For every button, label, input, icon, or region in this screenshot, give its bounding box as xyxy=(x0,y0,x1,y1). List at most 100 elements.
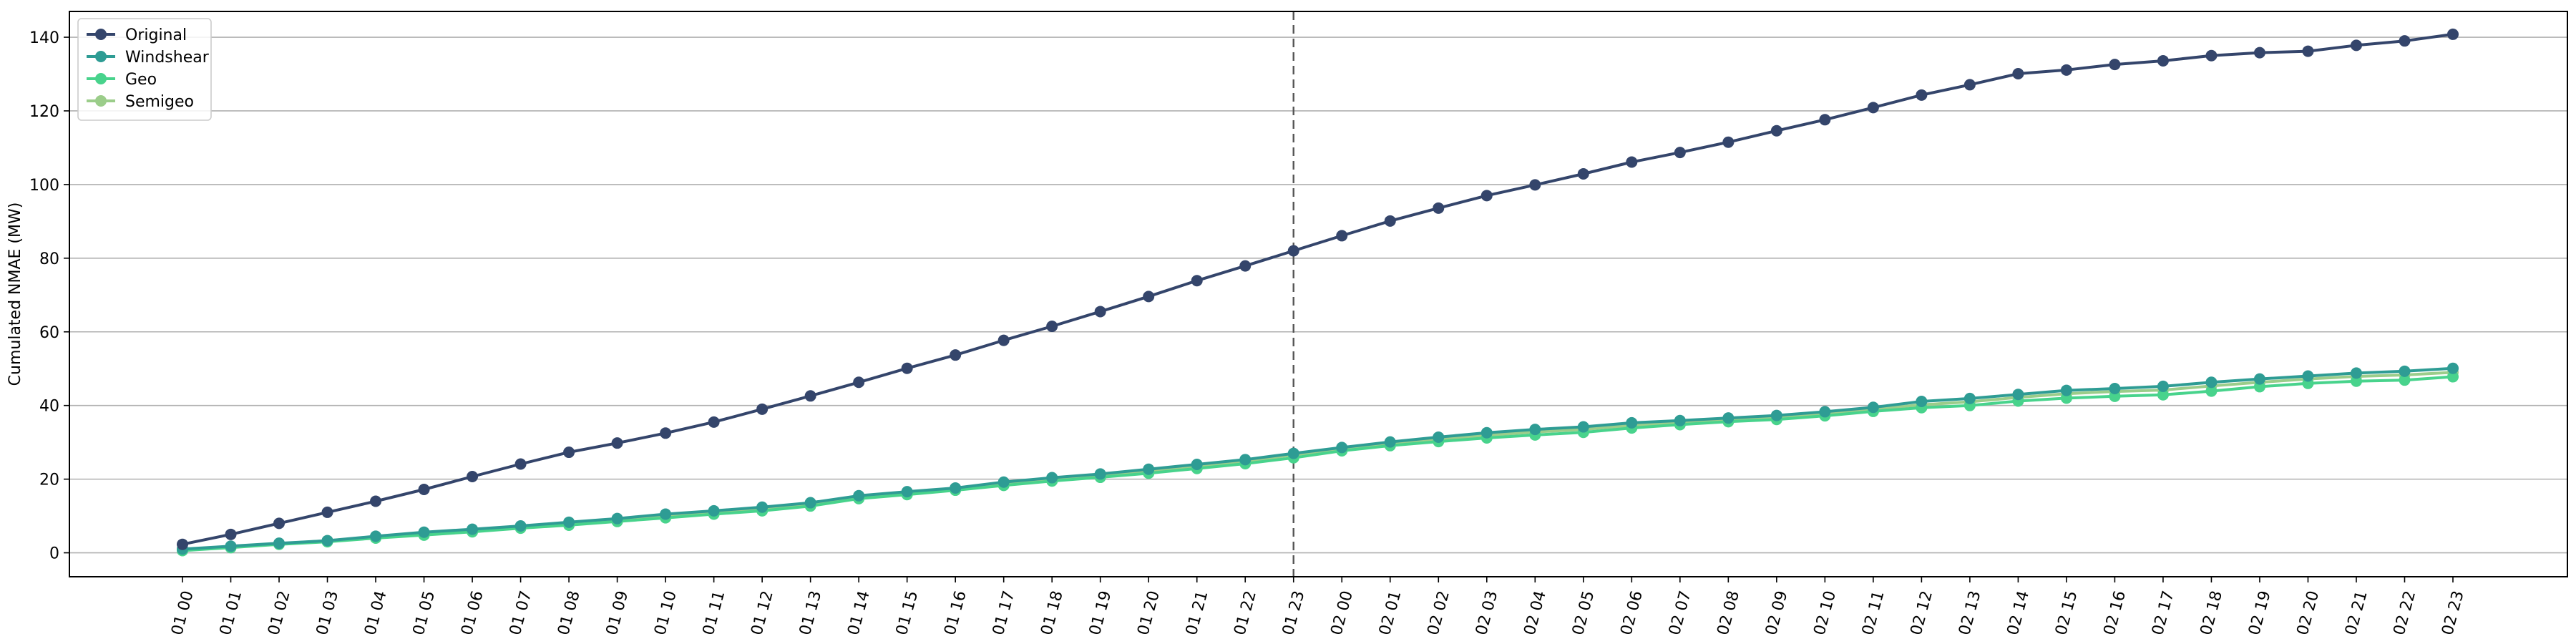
data-point xyxy=(514,458,527,470)
y-tick-label: 40 xyxy=(39,398,59,416)
data-point xyxy=(1287,447,1299,459)
data-point xyxy=(370,530,382,542)
data-point xyxy=(1433,202,1445,214)
y-tick-label: 100 xyxy=(29,177,59,195)
data-point xyxy=(563,447,575,459)
y-tick-label: 120 xyxy=(29,103,59,121)
data-point xyxy=(321,535,333,547)
data-point xyxy=(1577,421,1589,433)
data-point xyxy=(1722,136,1735,148)
data-point xyxy=(1867,102,1879,114)
data-point xyxy=(901,362,913,374)
data-point xyxy=(2253,47,2265,59)
data-point xyxy=(2109,383,2121,395)
data-point xyxy=(1529,179,1541,191)
data-point xyxy=(2205,49,2218,62)
legend-item: Windshear xyxy=(87,49,210,67)
legend-marker xyxy=(95,51,107,62)
legend-item: Original xyxy=(87,26,187,44)
legend-item: Semigeo xyxy=(87,93,194,111)
data-point xyxy=(1046,472,1058,484)
data-point xyxy=(2205,376,2218,389)
data-point xyxy=(708,504,720,517)
data-point xyxy=(1819,114,1831,126)
data-point xyxy=(2447,362,2459,374)
data-point xyxy=(1674,147,1686,159)
data-point xyxy=(1384,436,1396,448)
grid-lines xyxy=(69,36,2567,554)
data-point xyxy=(2302,370,2314,382)
data-point xyxy=(853,376,865,389)
data-point xyxy=(1191,459,1203,471)
data-point xyxy=(1963,79,1976,91)
y-tick-label: 0 xyxy=(49,545,59,563)
data-point xyxy=(756,501,769,513)
series-group xyxy=(177,28,2459,557)
data-point xyxy=(1867,401,1879,414)
data-point xyxy=(660,427,672,439)
data-point xyxy=(950,482,962,494)
data-point xyxy=(1770,409,1782,421)
data-point xyxy=(467,471,479,483)
series-line xyxy=(182,32,2454,546)
data-point xyxy=(804,390,816,402)
data-point xyxy=(1480,426,1493,439)
y-tick-label: 80 xyxy=(39,250,59,268)
data-point xyxy=(2205,385,2218,397)
data-point xyxy=(2060,384,2072,396)
data-point xyxy=(2399,374,2411,386)
series-original xyxy=(177,28,2459,550)
data-point xyxy=(2253,373,2265,385)
y-axis-title: Cumulated NMAE (MW) xyxy=(6,203,24,386)
data-point xyxy=(467,523,479,535)
data-point xyxy=(1336,441,1348,454)
data-point xyxy=(2012,389,2024,401)
data-point xyxy=(1963,392,1976,404)
data-point xyxy=(1094,468,1106,480)
data-point xyxy=(273,517,286,530)
data-point xyxy=(2157,389,2169,401)
legend-item: Geo xyxy=(87,71,157,89)
data-point xyxy=(225,528,237,540)
data-point xyxy=(321,506,333,518)
data-point xyxy=(1529,424,1541,436)
data-point xyxy=(1770,125,1782,137)
y-axis: 0 20 40 60 80 100 120 140 xyxy=(29,29,69,563)
legend-marker xyxy=(95,29,107,40)
series-line xyxy=(182,375,2454,552)
data-point xyxy=(2157,380,2169,392)
data-point xyxy=(418,484,430,496)
y-tick-label: 140 xyxy=(29,29,59,47)
data-point xyxy=(1094,306,1106,318)
legend-label: Semigeo xyxy=(125,93,194,111)
data-point xyxy=(1336,230,1348,242)
data-point xyxy=(1577,167,1589,180)
legend-box xyxy=(77,18,212,121)
data-point xyxy=(660,508,672,520)
data-point xyxy=(1819,406,1831,418)
legend-label: Windshear xyxy=(125,49,210,67)
series-line xyxy=(182,366,2454,551)
y-tick-label: 20 xyxy=(39,472,59,489)
legend-label: Geo xyxy=(125,71,157,89)
data-point xyxy=(2399,35,2411,47)
data-point xyxy=(2447,28,2459,40)
data-point xyxy=(901,486,913,498)
data-point xyxy=(1674,414,1686,426)
data-point xyxy=(950,349,962,361)
legend: Original Windshear Geo Semigeo xyxy=(77,18,212,121)
data-point xyxy=(1287,245,1299,257)
data-point xyxy=(1626,416,1638,429)
data-point xyxy=(611,512,623,525)
data-point xyxy=(804,497,816,509)
data-point xyxy=(756,403,769,415)
data-point xyxy=(708,416,720,428)
data-point xyxy=(563,516,575,528)
data-point xyxy=(1046,321,1058,333)
plot-frame xyxy=(69,11,2568,577)
legend-marker xyxy=(95,95,107,107)
data-point xyxy=(2109,59,2121,71)
data-point xyxy=(1480,190,1493,202)
